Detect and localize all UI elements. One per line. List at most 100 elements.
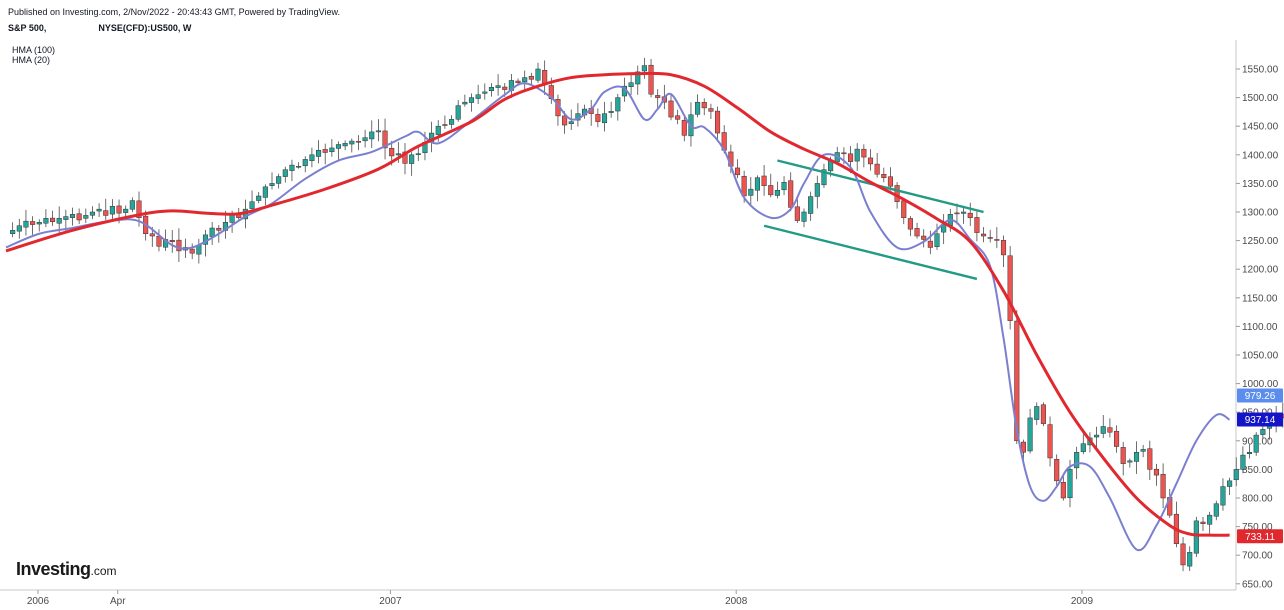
candle-body [874, 163, 880, 175]
candle-body [814, 183, 820, 197]
candle-body [435, 125, 441, 135]
candle-body [269, 183, 275, 186]
candle-body [761, 175, 767, 186]
candle-body [901, 200, 907, 218]
candle-body [415, 153, 421, 155]
price-badge [1237, 388, 1283, 403]
candle-body [987, 237, 993, 239]
candle-body [1227, 480, 1233, 487]
price-badge [1237, 412, 1283, 427]
price-tick-label: 1150.00 [1242, 293, 1278, 304]
logo-suffix: .com [90, 564, 117, 578]
candle-body [116, 205, 122, 214]
candle-body [322, 149, 328, 153]
price-tick-label: 1550.00 [1242, 65, 1279, 76]
price-tick-label: 1350.00 [1242, 179, 1279, 190]
symbol-ticker: NYSE(CFD):US500, W [98, 23, 192, 33]
candle-body [1127, 460, 1133, 463]
candle-body [495, 85, 501, 88]
candle-body [1067, 469, 1073, 499]
price-tick-label: 1100.00 [1242, 322, 1278, 333]
price-tick-label: 750.00 [1242, 522, 1273, 533]
candle-body [482, 91, 488, 94]
candle-body [309, 154, 315, 161]
candle-body [708, 108, 714, 112]
candle-body [1094, 434, 1100, 438]
candle-body [954, 212, 960, 215]
candle-body [681, 119, 687, 136]
candle-body [30, 221, 36, 225]
candle-body [16, 225, 22, 232]
candle-body [981, 233, 987, 237]
candle-body [967, 212, 973, 218]
candle-body [362, 137, 368, 142]
candle-body [848, 153, 854, 162]
candle-body [256, 195, 262, 201]
candle-body [528, 75, 534, 80]
candle-body [568, 121, 574, 124]
hma100-line [5, 71, 1230, 537]
candle-body [994, 239, 1000, 241]
candle-body [675, 115, 681, 120]
candle-body [601, 113, 608, 124]
candle-body [748, 188, 754, 196]
candle-body [1193, 520, 1199, 554]
candle-body [921, 235, 927, 240]
candle-body [774, 190, 780, 196]
candle-body [974, 217, 980, 233]
candle-body [867, 157, 874, 165]
candle-body [881, 174, 887, 178]
price-tick-label: 650.00 [1242, 579, 1273, 590]
candle-body [535, 68, 541, 81]
candle-body [542, 70, 548, 85]
candle-body [10, 230, 16, 235]
candle-body [50, 217, 56, 222]
price-badge [1237, 529, 1283, 544]
candle-body [96, 208, 102, 212]
candle-body [821, 169, 827, 186]
candle-body [1247, 451, 1253, 454]
candle-body [1107, 427, 1113, 433]
candle-body [668, 100, 674, 118]
candle-body [1074, 451, 1080, 469]
price-badges: 979.26 937.14 733.11 [1237, 388, 1283, 544]
candle-body [641, 65, 647, 72]
hma20-line [5, 82, 1231, 552]
investing-logo: Investing.com [16, 559, 117, 580]
candle-body [1100, 426, 1106, 434]
candle-body [342, 143, 348, 147]
candle-body [1260, 429, 1266, 435]
candle-body [468, 97, 475, 103]
candle-body [389, 147, 395, 157]
candle-body [1007, 255, 1013, 321]
candle-body [402, 151, 408, 164]
candle-body [209, 227, 215, 237]
candle-body [1027, 417, 1033, 452]
candle-body [1000, 240, 1007, 256]
time-tick-label: 2006 [27, 596, 50, 607]
candlestick-series [10, 57, 1284, 572]
candle-body [781, 182, 787, 191]
price-badge-label: 733.11 [1245, 532, 1275, 543]
candle-body [69, 214, 76, 218]
candle-body [176, 239, 182, 252]
symbol-name: S&P 500, [8, 23, 47, 33]
price-tick-label: 1450.00 [1242, 122, 1279, 133]
price-tick-label: 1500.00 [1242, 93, 1279, 104]
candle-body [1253, 434, 1259, 453]
candle-body [449, 119, 455, 125]
candle-body [754, 177, 761, 191]
candle-body [149, 233, 155, 237]
candle-body [1220, 486, 1226, 506]
price-tick-label: 700.00 [1242, 551, 1273, 562]
candle-body [1187, 552, 1193, 567]
candle-body [1114, 430, 1120, 447]
candle-body [1240, 454, 1246, 470]
candle-body [355, 141, 361, 143]
candle-body [841, 152, 847, 155]
candle-body [961, 211, 967, 214]
candle-body [801, 211, 807, 222]
candle-body [608, 111, 614, 113]
price-tick-label: 1400.00 [1242, 150, 1279, 161]
